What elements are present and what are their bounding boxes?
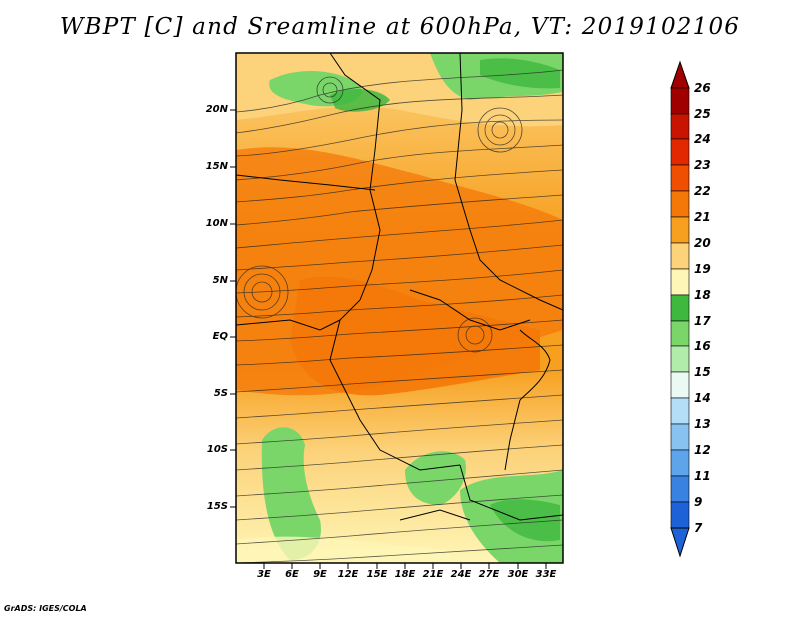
colorbar-seg-25-24 [670,113,690,140]
colorbar-label-23: 23 [694,158,711,172]
colorbar-seg-24-23 [670,138,690,166]
colorbar-label-7: 7 [694,521,703,535]
colorbar-seg-14-13 [670,397,690,425]
south-green-patch-4 [490,499,560,542]
colorbar-label-11: 11 [694,469,711,483]
lon-label-33e: 33E [535,569,557,580]
lat-label-20n: 20N [205,104,228,115]
colorbar-label-14: 14 [694,391,711,405]
south-green-patch-2 [405,451,466,505]
colorbar-seg-15-14 [670,371,690,399]
colorbar-label-15: 15 [694,365,711,379]
colorbar-label-20: 20 [694,236,711,250]
lon-ticks [263,563,547,569]
lon-label-21e: 21E [422,569,444,580]
colorbar-label-18: 18 [694,288,711,302]
chart-title: WBPT [C] and Sreamline at 600hPa, VT: 20… [59,14,741,40]
colorbar-seg-13-12 [670,423,690,451]
lat-label-eq: EQ [212,331,228,342]
grads-credit: GrADS: IGES/COLA [4,604,87,613]
lat-label-15n: 15N [205,161,228,172]
north-green-patch-4 [480,58,560,89]
colorbar-label-19: 19 [694,262,711,276]
lat-label-5s: 5S [213,388,228,399]
lat-label-5n: 5N [212,275,228,286]
map-border [235,52,564,564]
colorbar-label-16: 16 [694,339,711,353]
colorbar-label-22: 22 [694,184,711,198]
colorbar-seg-16-15 [670,345,690,373]
colorbar-seg-19-18 [670,268,690,296]
colorbar-label-17: 17 [694,314,711,328]
warm-core [290,276,540,396]
lon-label-24e: 24E [450,569,472,580]
south-green-patch-1 [261,427,321,560]
lat-ticks [230,109,236,508]
colorbar-seg-9-7 [670,501,690,529]
colorbar-seg-20-19 [670,242,690,270]
colorbar-seg-18-17 [670,294,690,322]
wbpt-field [236,53,563,563]
colorbar-label-9: 9 [694,495,703,509]
colorbar-seg-23-22 [670,164,690,192]
lon-label-12e: 12E [337,569,359,580]
country-boundaries [236,53,563,521]
lat-label-10n: 10N [205,218,228,229]
streamlines [236,69,563,563]
lat-label-10s: 10S [206,444,228,455]
lon-label-30e: 30E [507,569,529,580]
lon-label-15e: 15E [366,569,388,580]
colorbar [670,60,690,558]
lon-label-3e: 3E [257,569,271,580]
colorbar-seg-21-20 [670,216,690,244]
colorbar-seg-26-25 [670,87,690,115]
colorbar-label-12: 12 [694,443,711,457]
colorbar-label-13: 13 [694,417,711,431]
lon-label-18e: 18E [394,569,416,580]
colorbar-label-25: 25 [694,107,711,121]
colorbar-seg-11-9 [670,475,690,503]
colorbar-label-24: 24 [694,132,711,146]
colorbar-label-21: 21 [694,210,711,224]
lon-label-27e: 27E [478,569,500,580]
lat-label-15s: 15S [206,501,228,512]
colorbar-seg-12-11 [670,449,690,477]
colorbar-bottom-arrow [670,527,690,558]
colorbar-seg-17-16 [670,320,690,347]
lon-label-9e: 9E [313,569,327,580]
colorbar-label-26: 26 [694,81,711,95]
colorbar-top-arrow [670,60,690,89]
south-pale-band [236,536,450,563]
colorbar-seg-22-21 [670,190,690,218]
lon-label-6e: 6E [285,569,299,580]
